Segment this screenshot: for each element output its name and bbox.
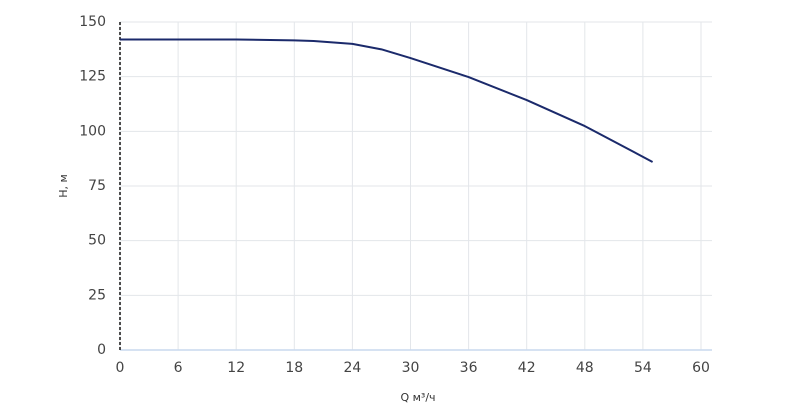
y-axis-title: H, м [57,174,70,198]
y-tick-label: 25 [88,287,106,303]
y-tick-label: 100 [79,123,106,139]
x-tick-label: 48 [576,360,594,376]
y-tick-label: 50 [88,233,106,249]
x-tick-label: 36 [460,360,478,376]
x-tick-label: 42 [518,360,536,376]
x-tick-label: 12 [227,360,245,376]
x-tick-label: 0 [116,360,125,376]
x-tick-label: 6 [174,360,183,376]
x-axis-title: Q м³/ч [400,391,435,404]
x-tick-label: 18 [285,360,303,376]
x-tick-label: 30 [402,360,420,376]
x-tick-label: 24 [343,360,361,376]
y-tick-label: 75 [88,178,106,194]
y-tick-label: 150 [79,14,106,30]
y-tick-label: 125 [79,69,106,85]
y-tick-label: 0 [97,342,106,358]
x-tick-label: 60 [692,360,710,376]
data-line [120,38,654,163]
x-tick-label: 54 [634,360,652,376]
